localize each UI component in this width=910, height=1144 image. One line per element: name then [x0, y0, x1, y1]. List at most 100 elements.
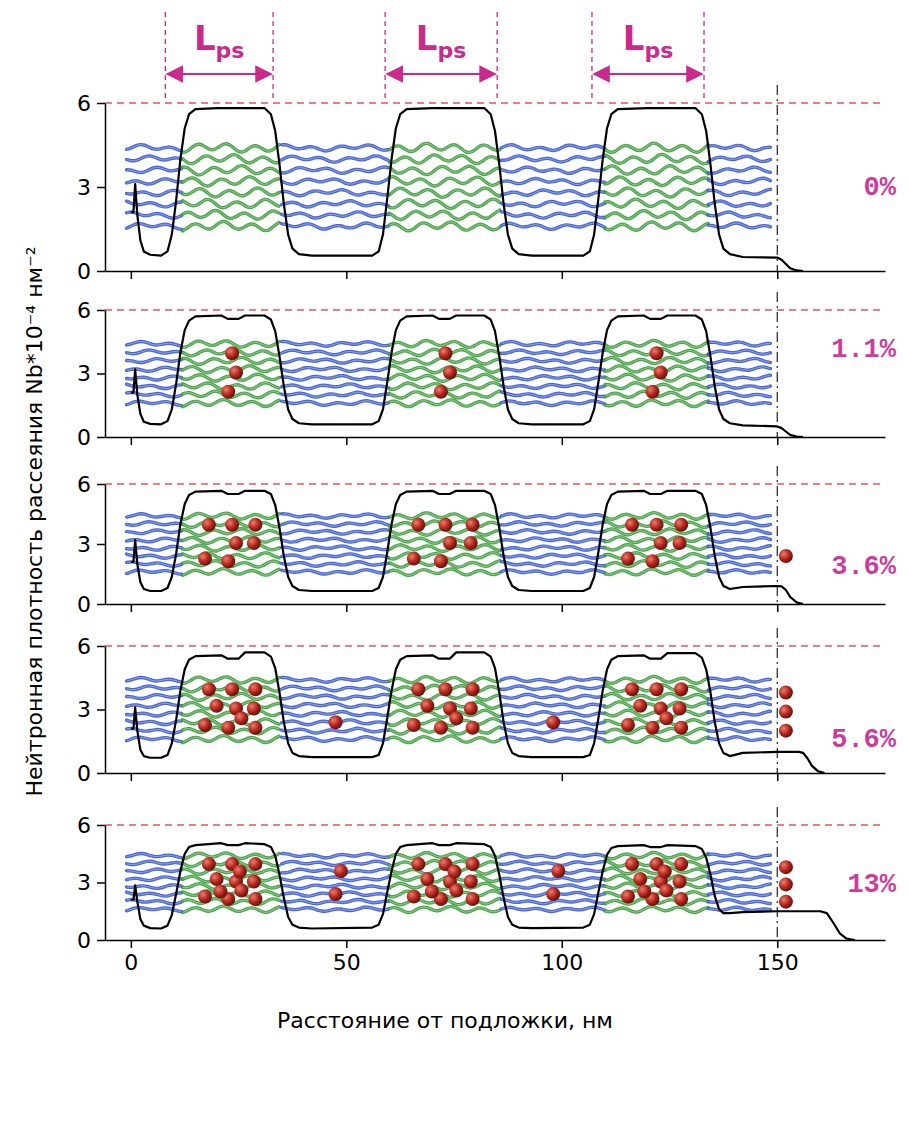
strand — [501, 570, 604, 574]
annotation-guide — [272, 12, 273, 100]
strand-highlight — [501, 167, 604, 173]
strand — [501, 694, 604, 699]
strand — [183, 736, 280, 743]
strand-highlight — [282, 376, 389, 380]
tick: 3 — [77, 361, 105, 386]
strand — [183, 144, 280, 153]
panel-label: 0% — [864, 173, 897, 203]
nanoparticle — [779, 686, 793, 700]
tick — [562, 773, 563, 781]
strand-highlight — [127, 869, 182, 873]
strand-highlight — [389, 199, 499, 208]
tick: 100 — [541, 940, 583, 975]
nanoparticle — [229, 536, 243, 550]
panel-label: 13% — [847, 870, 896, 900]
strand-highlight — [127, 686, 182, 690]
strand-highlight — [282, 570, 389, 574]
strand — [127, 341, 182, 346]
strand-highlight — [282, 179, 389, 184]
tick-mark — [562, 773, 564, 781]
strand — [501, 877, 604, 881]
strand — [282, 376, 389, 380]
nanoparticle — [247, 701, 261, 715]
strand — [501, 907, 604, 911]
tick — [562, 437, 563, 445]
panel-label: 5.6% — [831, 725, 897, 755]
nanoparticle — [646, 721, 660, 735]
nanoparticle — [247, 536, 261, 550]
tick: 50 — [333, 940, 361, 975]
plot-area — [131, 316, 803, 437]
nanoparticle — [407, 552, 421, 566]
tick — [346, 773, 347, 781]
figure-svg: 0360%LpsLpsLps0361.1%0363.6%Нейтронная п… — [0, 0, 910, 1144]
strand-highlight — [501, 694, 604, 699]
tick-label: 3 — [77, 361, 91, 386]
strand — [708, 678, 770, 682]
tick-mark — [131, 271, 133, 279]
y-axis: 036 — [77, 91, 106, 284]
strand — [183, 906, 280, 912]
y-axis: 036 — [77, 634, 106, 786]
strand-highlight — [183, 188, 280, 197]
strand-highlight — [127, 156, 182, 161]
strand — [605, 143, 708, 152]
strand-highlight — [501, 401, 604, 406]
strand — [708, 711, 770, 716]
strand-highlight — [501, 854, 604, 858]
strand — [282, 384, 389, 389]
strand-highlight — [501, 686, 604, 691]
strand — [605, 154, 708, 163]
strand — [708, 167, 770, 173]
tick-mark — [346, 940, 348, 948]
panel: 036 0% — [77, 85, 897, 284]
tick-mark — [562, 604, 564, 612]
strand — [708, 854, 770, 858]
tick: 0 — [77, 425, 105, 450]
strand — [605, 736, 708, 743]
strand — [708, 695, 770, 700]
nanoparticle — [234, 711, 248, 725]
strand-highlight — [501, 737, 604, 742]
tick: 3 — [77, 532, 105, 557]
strand — [282, 907, 389, 911]
strand — [501, 342, 604, 346]
annotation-label: Lps — [623, 18, 674, 63]
strand-highlight — [501, 546, 604, 550]
nanoparticle — [779, 705, 793, 719]
strand — [708, 375, 770, 380]
strand-highlight — [282, 703, 389, 707]
strand-highlight — [501, 877, 604, 881]
strand — [501, 350, 604, 355]
strand — [282, 350, 389, 355]
panel-label: 3.6% — [831, 552, 897, 582]
strand — [389, 143, 499, 152]
strand — [127, 167, 182, 172]
lamellae — [127, 852, 771, 912]
nanoparticle — [674, 892, 688, 906]
strand-highlight — [708, 892, 770, 896]
nanoparticle — [621, 889, 635, 903]
strand — [501, 223, 604, 229]
strand-highlight — [501, 376, 604, 380]
tick-mark — [777, 773, 779, 781]
nanoparticle — [447, 865, 461, 879]
strand — [183, 166, 280, 175]
x-axis — [106, 271, 886, 279]
strand-highlight — [501, 703, 604, 708]
strand-highlight — [389, 222, 499, 231]
strand — [501, 514, 604, 518]
strand — [501, 562, 604, 567]
tick-label: 6 — [77, 472, 91, 497]
strand-highlight — [605, 569, 708, 575]
strand-highlight — [282, 342, 389, 347]
strand — [127, 359, 182, 363]
strand — [282, 694, 389, 699]
strand-highlight — [605, 211, 708, 220]
tick-mark — [97, 940, 105, 942]
tick-mark — [777, 940, 779, 948]
strand-highlight — [501, 342, 604, 346]
nanoparticle — [674, 721, 688, 735]
tick-mark — [97, 773, 105, 775]
nanoparticle — [654, 365, 668, 379]
